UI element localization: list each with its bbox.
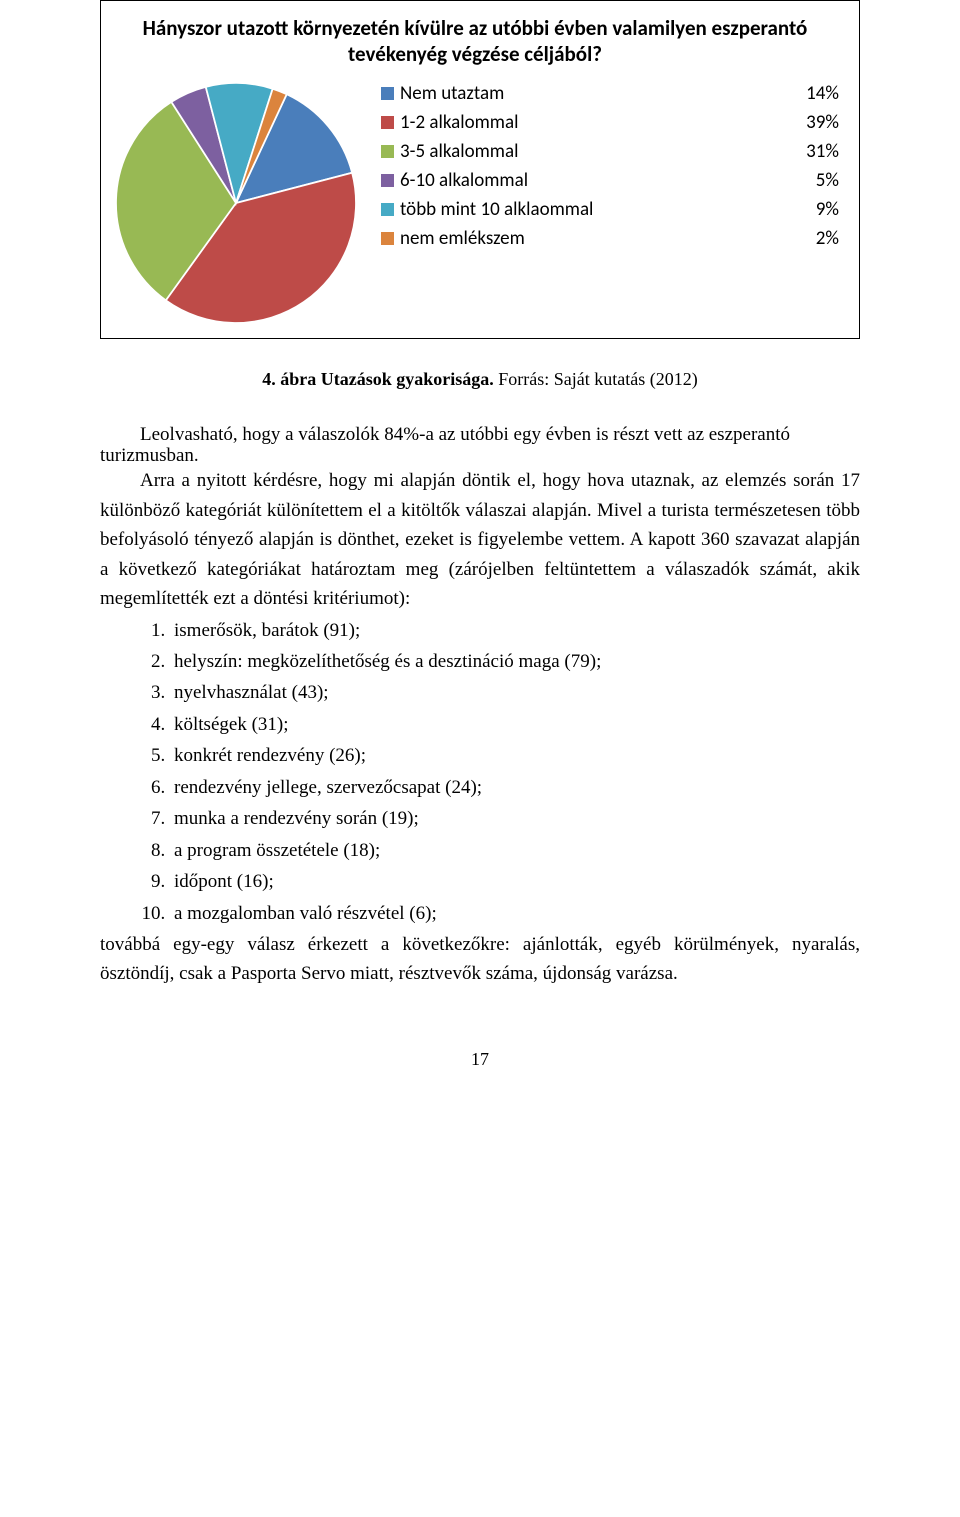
paragraph-2: Arra a nyitott kérdésre, hogy mi alapján… xyxy=(100,466,860,613)
legend-pct: 5% xyxy=(793,169,839,192)
list-item: helyszín: megközelíthetőség és a desztin… xyxy=(170,647,860,676)
legend-row: 1-2 alkalommal xyxy=(381,111,785,134)
figure-caption: 4. ábra Utazások gyakorisága. Forrás: Sa… xyxy=(100,369,860,390)
legend-row: Nem utaztam xyxy=(381,82,785,105)
legend-swatch xyxy=(381,145,394,158)
list-item: költségek (31); xyxy=(170,710,860,739)
legend-label: 3-5 alkalommal xyxy=(400,140,518,163)
paragraph-1a: Leolvasható, hogy a válaszolók 84%-a az … xyxy=(100,420,860,449)
legend-label: 6-10 alkalommal xyxy=(400,169,528,192)
caption-rest: Forrás: Saját kutatás (2012) xyxy=(494,369,698,389)
legend-row: több mint 10 alklaommal xyxy=(381,198,785,221)
legend-swatch xyxy=(381,203,394,216)
list-item: nyelvhasználat (43); xyxy=(170,678,860,707)
legend-row: nem emlékszem xyxy=(381,227,785,250)
legend-label: 1-2 alkalommal xyxy=(400,111,518,134)
caption-bold: 4. ábra Utazások gyakorisága. xyxy=(262,369,494,389)
legend-swatch xyxy=(381,174,394,187)
pie-chart xyxy=(111,78,361,328)
legend-label: Nem utaztam xyxy=(400,82,504,105)
list-item: a mozgalomban való részvétel (6); xyxy=(170,899,860,928)
legend-swatch xyxy=(381,232,394,245)
legend-pct: 39% xyxy=(793,111,839,134)
legend-pct: 14% xyxy=(793,82,839,105)
legend-row: 3-5 alkalommal xyxy=(381,140,785,163)
legend-swatch xyxy=(381,87,394,100)
legend-pct: 31% xyxy=(793,140,839,163)
p1a-text: Leolvasható, hogy a válaszolók 84%-a az … xyxy=(140,424,790,445)
legend-pct: 2% xyxy=(793,227,839,250)
legend-swatch xyxy=(381,116,394,129)
list-item: a program összetétele (18); xyxy=(170,836,860,865)
page-number: 17 xyxy=(100,1049,860,1070)
chart-legend: Nem utaztam 1-2 alkalommal 3-5 alkalommal 6… xyxy=(381,82,839,256)
list-item: ismerősök, barátok (91); xyxy=(170,616,860,645)
list-item: konkrét rendezvény (26); xyxy=(170,741,860,770)
list-item: időpont (16); xyxy=(170,867,860,896)
legend-label: több mint 10 alklaommal xyxy=(400,198,593,221)
list-item: munka a rendezvény során (19); xyxy=(170,804,860,833)
chart-container: Hányszor utazott környezetén kívülre az … xyxy=(100,0,860,339)
list-item: rendezvény jellege, szervezőcsapat (24); xyxy=(170,773,860,802)
legend-label: nem emlékszem xyxy=(400,227,525,250)
page: Hányszor utazott környezetén kívülre az … xyxy=(0,0,960,1130)
chart-title: Hányszor utazott környezetén kívülre az … xyxy=(141,15,809,68)
legend-pct: 9% xyxy=(793,198,839,221)
paragraph-3: továbbá egy-egy válasz érkezett a követk… xyxy=(100,930,860,989)
chart-body: Nem utaztam 1-2 alkalommal 3-5 alkalommal 6… xyxy=(111,78,839,328)
legend-row: 6-10 alkalommal xyxy=(381,169,785,192)
criteria-list: ismerősök, barátok (91);helyszín: megköz… xyxy=(100,616,860,928)
